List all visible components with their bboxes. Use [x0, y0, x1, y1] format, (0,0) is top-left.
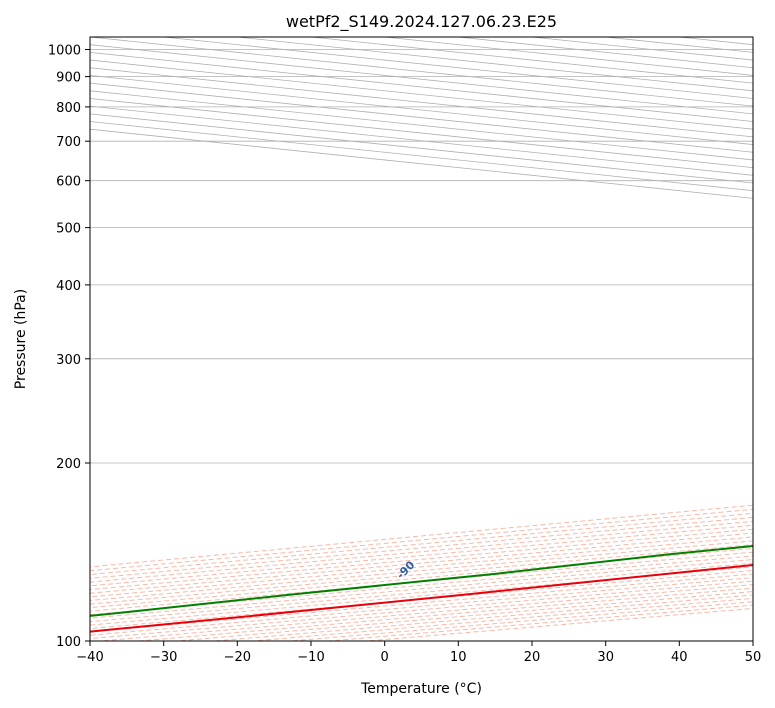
isotherm-line: [90, 82, 753, 153]
y-tick-label: 700: [56, 135, 81, 150]
x-tick-label: −10: [297, 650, 324, 665]
y-tick-label: 300: [56, 353, 81, 368]
isotherm-line: [90, 128, 753, 199]
x-axis-ticks: −40 −30 −20 −10 0 10 20 30 40 50: [76, 641, 761, 665]
x-axis-label: Temperature (°C): [360, 681, 482, 697]
x-tick-label: 10: [450, 650, 467, 665]
y-tick-label: 400: [56, 279, 81, 294]
y-tick-label: 200: [56, 457, 81, 472]
y-tick-label: 900: [56, 71, 81, 86]
isotherm-line: [90, 98, 753, 169]
x-tick-label: 40: [671, 650, 688, 665]
x-tick-label: −40: [76, 650, 103, 665]
y-tick-label: 1000: [48, 44, 81, 59]
y-tick-label: 100: [56, 635, 81, 650]
x-tick-label: 30: [597, 650, 614, 665]
isotherm-line: [90, 113, 753, 184]
plot-frame: [89, 36, 754, 642]
isotherm-line: [90, 90, 753, 161]
isotherm-line: [90, 105, 753, 176]
chart-title: wetPf2_S149.2024.127.06.23.E25: [286, 12, 557, 32]
y-tick-label: 800: [56, 101, 81, 116]
x-tick-label: −30: [150, 650, 177, 665]
x-tick-label: 20: [524, 650, 541, 665]
y-tick-label: 500: [56, 222, 81, 237]
x-tick-label: 50: [745, 650, 762, 665]
y-axis-ticks: 100 200 300 400 500 600 700 800 900 1000: [48, 44, 90, 650]
x-tick-label: −20: [224, 650, 251, 665]
y-axis-label: Pressure (hPa): [13, 289, 29, 389]
isotherm-line: [90, 121, 753, 192]
y-tick-label: 600: [56, 175, 81, 190]
x-tick-label: 0: [381, 650, 389, 665]
isotherm-grid: [90, 37, 753, 641]
isotherm-line: [90, 75, 753, 145]
